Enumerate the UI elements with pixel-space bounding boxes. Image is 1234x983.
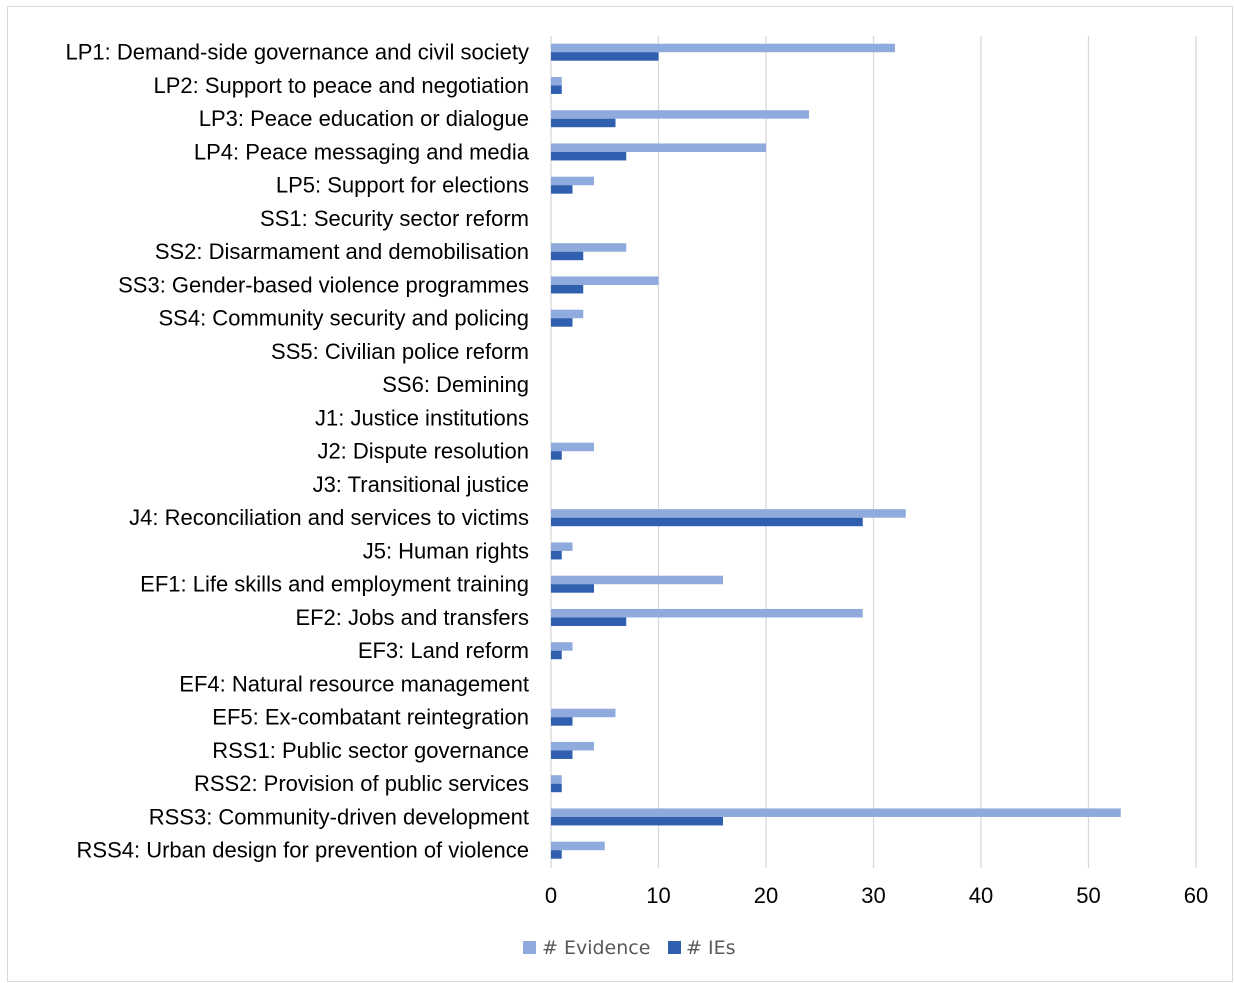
- bar-ies: [551, 783, 562, 793]
- legend-swatch: [668, 941, 681, 954]
- bar-evidence: [551, 43, 895, 53]
- category-label: LP2: Support to peace and negotiation: [153, 73, 529, 98]
- bar-ies: [551, 517, 863, 527]
- bar-ies: [551, 650, 562, 660]
- gridlines: [550, 36, 1197, 868]
- legend-label: # Evidence: [542, 937, 650, 959]
- x-tick-label: 10: [646, 883, 670, 908]
- category-label: J1: Justice institutions: [315, 405, 529, 430]
- bar-ies: [551, 251, 584, 261]
- x-tick-label: 40: [969, 883, 993, 908]
- category-label: LP1: Demand-side governance and civil so…: [66, 40, 529, 65]
- category-label: SS1: Security sector reform: [260, 206, 529, 231]
- bar-ies: [551, 617, 627, 626]
- category-label: LP4: Peace messaging and media: [194, 139, 530, 164]
- category-label: RSS1: Public sector governance: [212, 738, 529, 763]
- category-label: EF5: Ex-combatant reintegration: [212, 705, 529, 730]
- bar-ies: [551, 52, 659, 61]
- category-labels: LP1: Demand-side governance and civil so…: [66, 40, 530, 863]
- x-tick-label: 20: [754, 883, 778, 908]
- category-label: J2: Dispute resolution: [317, 439, 529, 464]
- bar-evidence: [551, 143, 766, 152]
- category-label: EF1: Life skills and employment training: [140, 572, 529, 597]
- category-label: SS3: Gender-based violence programmes: [118, 272, 529, 297]
- category-label: J3: Transitional justice: [313, 472, 529, 497]
- bar-evidence: [551, 442, 594, 452]
- category-label: SS6: Demining: [382, 372, 529, 397]
- bars: [551, 43, 1121, 859]
- category-label: LP3: Peace education or dialogue: [199, 106, 529, 131]
- category-label: SS4: Community security and policing: [159, 306, 530, 331]
- bar-evidence: [551, 841, 605, 851]
- category-label: SS5: Civilian police reform: [271, 339, 529, 364]
- bar-ies: [551, 185, 573, 194]
- bar-evidence: [551, 110, 809, 119]
- category-label: J5: Human rights: [363, 538, 529, 563]
- bar-evidence: [551, 642, 573, 651]
- x-tick-label: 0: [545, 883, 557, 908]
- category-label: LP5: Support for elections: [276, 173, 529, 198]
- category-label: EF3: Land reform: [358, 638, 529, 663]
- x-tick-label: 50: [1076, 883, 1100, 908]
- category-label: RSS2: Provision of public services: [194, 771, 529, 796]
- category-label: SS2: Disarmament and demobilisation: [155, 239, 529, 264]
- legend: # Evidence # IEs: [523, 937, 735, 959]
- bar-evidence: [551, 775, 562, 784]
- bar-evidence: [551, 243, 627, 252]
- bar-evidence: [551, 741, 594, 751]
- bar-ies: [551, 451, 562, 460]
- category-label: EF2: Jobs and transfers: [295, 605, 529, 630]
- category-label: RSS3: Community-driven development: [149, 804, 529, 829]
- legend-swatch: [523, 941, 536, 954]
- x-tick-label: 30: [861, 883, 885, 908]
- category-label: J4: Reconciliation and services to victi…: [129, 505, 529, 530]
- bar-evidence: [551, 575, 723, 585]
- x-tick-label: 60: [1184, 883, 1208, 908]
- bar-ies: [551, 118, 616, 128]
- bar-evidence: [551, 176, 594, 186]
- bar-evidence: [551, 608, 863, 618]
- bar-ies: [551, 717, 573, 726]
- bar-ies: [551, 550, 562, 560]
- bar-evidence: [551, 708, 616, 718]
- bar-ies: [551, 151, 627, 161]
- bar-ies: [551, 584, 594, 593]
- legend-label: # IEs: [686, 937, 735, 959]
- bar-ies: [551, 750, 573, 759]
- category-label: RSS4: Urban design for prevention of vio…: [77, 838, 529, 863]
- x-axis-tick-labels: 0 10 20 30 40 50 60: [545, 883, 1208, 908]
- category-label: EF4: Natural resource management: [179, 671, 529, 696]
- bar-ies: [551, 85, 562, 94]
- bar-evidence: [551, 276, 659, 285]
- bar-evidence: [551, 808, 1121, 817]
- bar-evidence: [551, 309, 584, 319]
- bar-evidence: [551, 542, 573, 551]
- bar-evidence: [551, 76, 562, 86]
- bar-ies: [551, 318, 573, 327]
- bar-ies: [551, 850, 562, 859]
- bar-ies: [551, 284, 584, 294]
- bar-ies: [551, 816, 723, 826]
- bar-evidence: [551, 509, 906, 518]
